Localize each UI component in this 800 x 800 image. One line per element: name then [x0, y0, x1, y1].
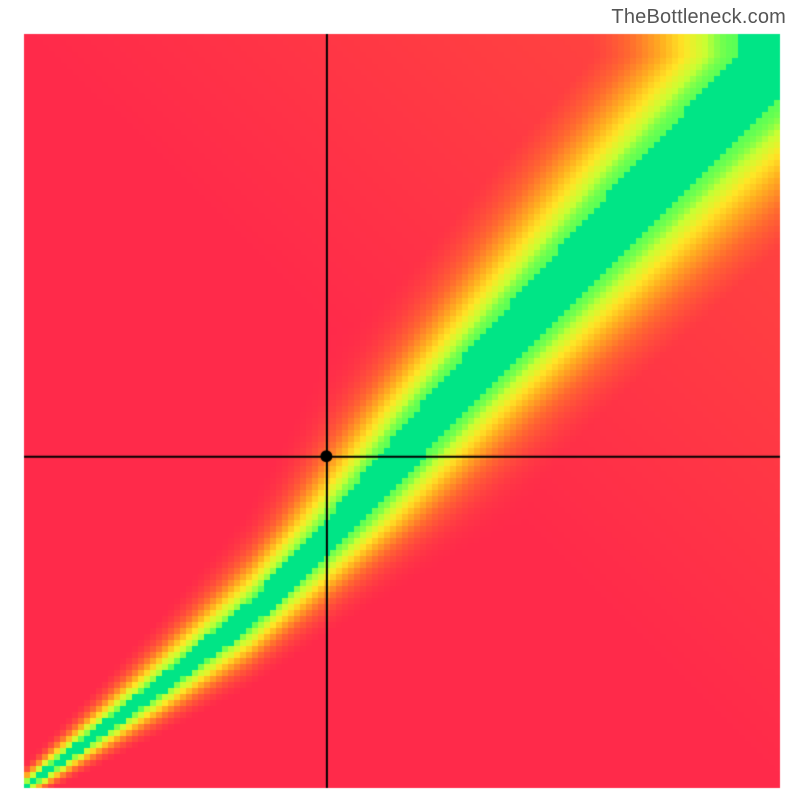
chart-container: TheBottleneck.com	[0, 0, 800, 800]
watermark-label: TheBottleneck.com	[611, 6, 786, 29]
heatmap-canvas	[0, 0, 800, 800]
